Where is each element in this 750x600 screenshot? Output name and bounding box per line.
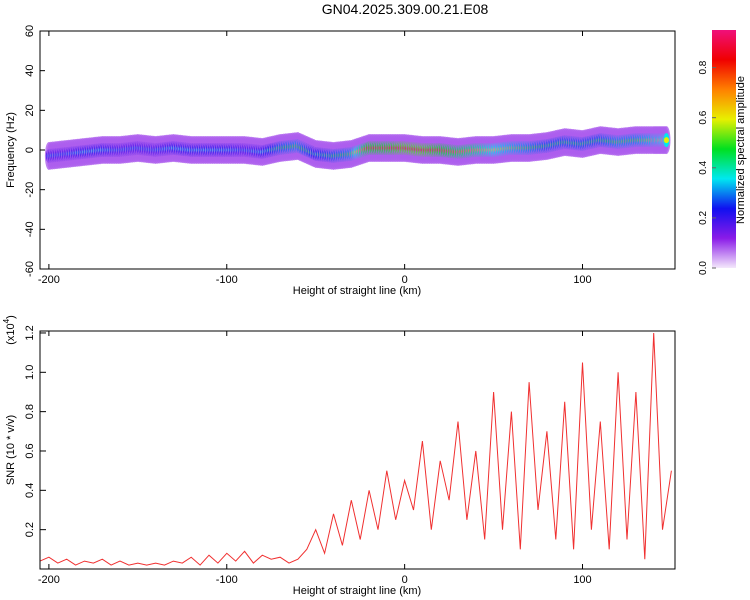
snr-panel: -200 -100 0 100 0.2 0.4 0.6 0.8 1.0 1.2 Height o… <box>2 315 676 597</box>
y-scale-exponent: 4 <box>2 318 11 323</box>
y-tick-label: 0.8 <box>24 404 36 419</box>
y-tick-label: 0 <box>24 147 36 153</box>
y-tick-label: 0.4 <box>24 483 36 498</box>
bottom-y-ticks: 0.2 0.4 0.6 0.8 1.0 1.2 <box>24 325 46 537</box>
x-tick-label: -100 <box>216 574 238 586</box>
bottom-y-label: SNR (10 * v/v) <box>5 415 17 485</box>
colorbar: 0.0 0.2 0.4 0.6 0.8 Normalized spectral ampl… <box>698 30 747 275</box>
x-tick-label: 100 <box>573 574 591 586</box>
colorbar-gradient <box>712 30 736 268</box>
x-tick-label: -200 <box>38 274 60 286</box>
y-tick-label: 40 <box>24 65 36 77</box>
colorbar-label: Normalized spectral amplitude <box>735 76 747 224</box>
y-scale-label: (x104) <box>2 315 17 345</box>
colorbar-tick-label: 0.0 <box>698 261 709 275</box>
spectrogram-cells <box>44 126 671 170</box>
chart-title: GN04.2025.309.00.21.E08 <box>322 1 489 17</box>
colorbar-ticks: 0.0 0.2 0.4 0.6 0.8 <box>698 60 716 275</box>
snr-frame <box>39 330 676 570</box>
y-tick-label: 60 <box>24 25 36 37</box>
top-x-label: Height of straight line (km) <box>293 285 421 297</box>
colorbar-tick-label: 0.4 <box>698 160 709 174</box>
x-tick-label: 100 <box>573 274 591 286</box>
y-tick-label: 20 <box>24 104 36 116</box>
y-tick-label: 1.2 <box>24 325 36 340</box>
y-tick-label: -20 <box>24 182 36 198</box>
x-tick-label: -100 <box>216 274 238 286</box>
x-tick-label: -200 <box>38 574 60 586</box>
y-tick-label: -60 <box>24 261 36 277</box>
colorbar-tick-label: 0.2 <box>698 211 709 225</box>
bottom-x-ticks: -200 -100 0 100 <box>38 331 592 586</box>
top-y-label: Frequency (Hz) <box>5 112 17 188</box>
x-tick-label: 0 <box>402 274 408 286</box>
y-tick-label: 0.2 <box>24 522 36 537</box>
y-tick-label: -40 <box>24 221 36 237</box>
bottom-x-label: Height of straight line (km) <box>293 585 421 597</box>
y-scale-base: (x10 <box>5 323 17 344</box>
colorbar-tick-label: 0.8 <box>698 60 709 74</box>
snr-line <box>39 332 672 566</box>
y-tick-label: 0.6 <box>24 443 36 458</box>
x-tick-label: 0 <box>402 574 408 586</box>
y-tick-label: 1.0 <box>24 365 36 380</box>
top-y-ticks: -60 -40 -20 0 20 40 60 <box>24 25 45 277</box>
spectrogram-peak <box>663 137 669 144</box>
top-x-ticks: -200 -100 0 100 <box>38 31 592 286</box>
colorbar-tick-label: 0.6 <box>698 110 709 124</box>
